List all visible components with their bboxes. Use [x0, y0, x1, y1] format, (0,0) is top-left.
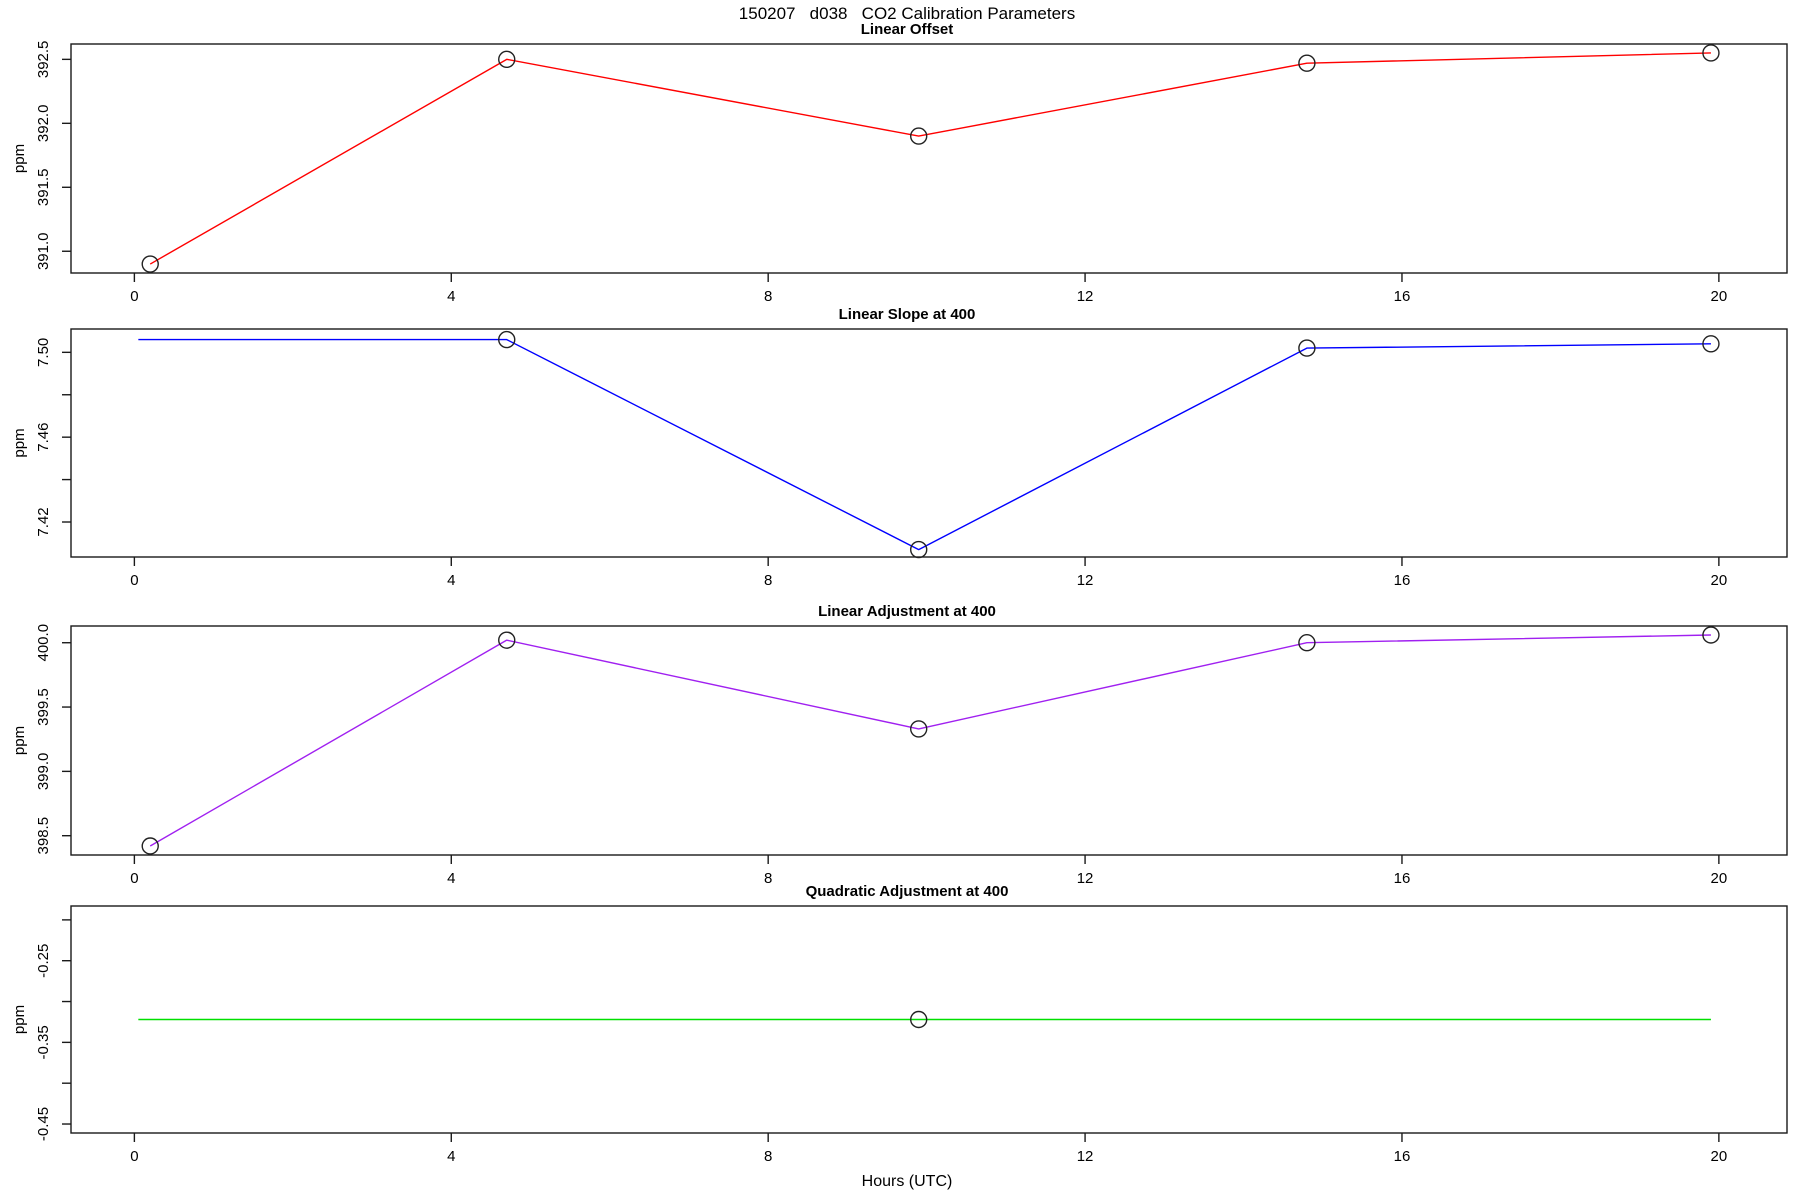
x-tick-label: 16 [1394, 870, 1411, 887]
y-tick-label: 392.0 [35, 105, 52, 143]
y-tick-label: -0.45 [35, 1107, 52, 1141]
data-point-marker [498, 330, 516, 349]
data-point-marker [910, 540, 928, 559]
y-tick-label: 7.42 [35, 507, 52, 536]
x-tick-label: 12 [1077, 572, 1094, 589]
y-axis-label: ppm [11, 1005, 28, 1034]
y-axis-label: ppm [11, 726, 28, 755]
y-axis-label: ppm [11, 428, 28, 457]
x-tick-label: 16 [1394, 288, 1411, 305]
chart-title: 150207 d038 CO2 Calibration Parameters [738, 4, 1076, 23]
data-point-marker [910, 1010, 928, 1029]
panel-1: Linear Offset 391.0 391.5 392.0 392.5 ppm 0 4 8 1… [11, 21, 1788, 305]
x-tick-label: 20 [1711, 870, 1728, 887]
panel-2: Linear Slope at 400 7.42 7.46 7.50 ppm 0 4 8 12 1… [11, 306, 1788, 589]
plot-box [70, 328, 1788, 558]
x-tick-label: 20 [1711, 572, 1728, 589]
x-tick-label: 16 [1394, 1148, 1411, 1165]
y-tick-label: -0.35 [35, 1025, 52, 1059]
panel-title: Linear Adjustment at 400 [818, 603, 996, 620]
y-tick-label: -0.25 [35, 944, 52, 978]
y-tick-label: 391.0 [35, 232, 52, 270]
x-axis-label: Hours (UTC) [862, 1173, 953, 1190]
data-point-marker [1298, 634, 1316, 652]
series-line [149, 634, 1711, 847]
x-tick-label: 16 [1394, 572, 1411, 589]
plot-box [70, 43, 1788, 274]
data-point-marker [141, 255, 159, 273]
data-point-marker [498, 631, 516, 649]
data-point-marker [141, 837, 159, 855]
x-tick-label: 20 [1711, 288, 1728, 305]
y-tick-label: 398.5 [35, 817, 52, 855]
x-tick-label: 0 [130, 1148, 138, 1165]
plot-box [70, 905, 1788, 1134]
series-line [149, 52, 1711, 265]
x-tick-label: 12 [1077, 1148, 1094, 1165]
y-axis-label: ppm [11, 144, 28, 173]
x-tick-label: 4 [447, 572, 455, 589]
data-point-marker [1298, 54, 1316, 72]
x-tick-label: 8 [764, 1148, 772, 1165]
x-tick-label: 4 [447, 288, 455, 305]
panel-title: Quadratic Adjustment at 400 [806, 883, 1009, 900]
x-tick-label: 12 [1077, 288, 1094, 305]
data-point-marker [910, 720, 928, 738]
data-point-marker [498, 50, 516, 69]
y-tick-label: 399.5 [35, 688, 52, 726]
panel-4: Quadratic Adjustment at 400 -0.45 -0.35 -0.… [11, 883, 1788, 1165]
y-tick-label: 391.5 [35, 169, 52, 207]
data-point-marker [1702, 335, 1720, 353]
data-point-marker [910, 127, 928, 145]
x-tick-label: 4 [447, 1148, 455, 1165]
y-tick-label: 392.5 [35, 41, 52, 79]
series-line [138, 338, 1711, 551]
y-tick-label: 7.46 [35, 423, 52, 452]
x-tick-label: 20 [1711, 1148, 1728, 1165]
y-tick-label: 7.50 [35, 338, 52, 367]
plot-box [70, 625, 1788, 856]
data-point-marker [1702, 626, 1720, 644]
data-point-marker [1298, 339, 1316, 357]
y-tick-label: 399.0 [35, 753, 52, 791]
x-tick-label: 0 [130, 572, 138, 589]
x-tick-label: 12 [1077, 870, 1094, 887]
data-point-marker [1702, 44, 1720, 62]
x-tick-label: 8 [764, 572, 772, 589]
panel-3: Linear Adjustment at 400 398.5 399.0 399.5 4… [11, 603, 1788, 887]
x-tick-label: 8 [764, 870, 772, 887]
x-tick-label: 0 [130, 288, 138, 305]
x-tick-label: 0 [130, 870, 138, 887]
y-tick-label: 400.0 [35, 624, 52, 662]
panel-title: Linear Offset [861, 21, 954, 38]
panel-title: Linear Slope at 400 [839, 306, 976, 323]
x-tick-label: 8 [764, 288, 772, 305]
x-tick-label: 4 [447, 870, 455, 887]
